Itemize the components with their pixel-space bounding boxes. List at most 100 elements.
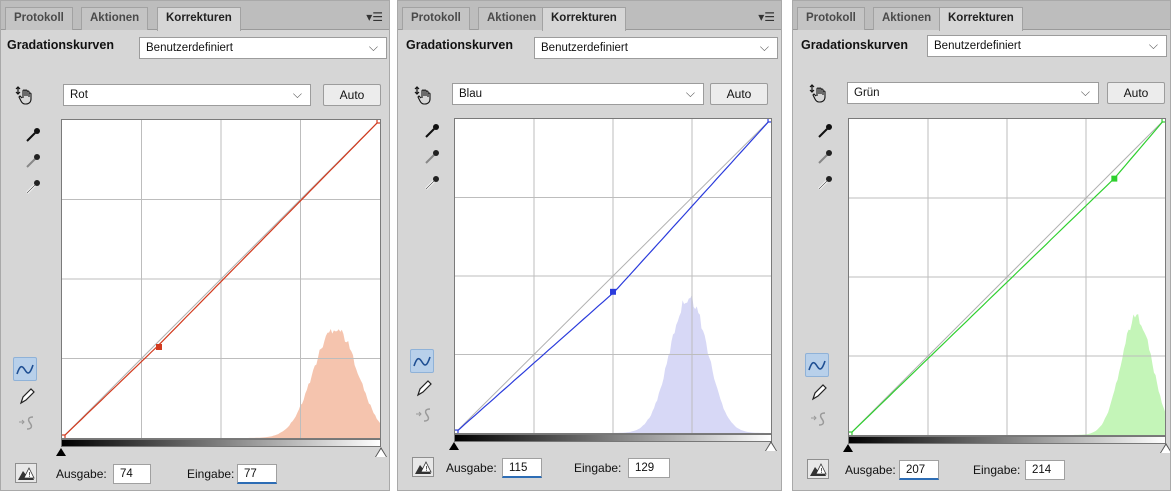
curve-point-tool-icon[interactable] bbox=[13, 357, 37, 381]
channel-value: Grün bbox=[854, 87, 880, 99]
panel-tab-bar: Protokoll Aktionen Korrekturen ▾☰ bbox=[1, 1, 389, 31]
chevron-down-icon: ⌵ bbox=[292, 87, 302, 101]
tab-aktionen[interactable]: Aktionen bbox=[478, 7, 546, 30]
pencil-draw-icon[interactable] bbox=[412, 377, 436, 401]
curve-endpoint-black[interactable] bbox=[849, 431, 853, 435]
input-gradient-bar bbox=[61, 439, 381, 447]
curves-panel-blue: Protokoll Aktionen Korrekturen ▾☰ Gradat… bbox=[397, 0, 782, 491]
black-point-eyedropper-icon[interactable] bbox=[21, 123, 45, 147]
preset-label: Gradationskurven bbox=[406, 38, 513, 52]
curve-control-point[interactable] bbox=[1111, 175, 1118, 182]
preset-select[interactable]: Benutzerdefiniert ⌵ bbox=[534, 37, 778, 59]
tab-korrekturen[interactable]: Korrekturen bbox=[939, 7, 1023, 31]
preset-value: Benutzerdefiniert bbox=[934, 40, 1021, 52]
target-adjust-hand-icon[interactable] bbox=[412, 83, 436, 107]
clipping-warning-icon[interactable]: ! bbox=[412, 457, 434, 477]
curve-control-point[interactable] bbox=[156, 344, 162, 350]
white-point-slider-fill bbox=[1161, 445, 1170, 453]
tab-protokoll[interactable]: Protokoll bbox=[797, 7, 865, 30]
baseline-diagonal bbox=[62, 120, 380, 438]
chevron-down-icon: ⌵ bbox=[1148, 38, 1158, 52]
baseline-diagonal bbox=[455, 119, 771, 433]
input-gradient-bar bbox=[848, 436, 1166, 444]
gray-point-eyedropper-icon[interactable] bbox=[21, 149, 45, 173]
clipping-warning-icon[interactable]: ! bbox=[15, 463, 37, 483]
panel-menu-icon[interactable]: ▾☰ bbox=[366, 10, 383, 24]
black-point-slider[interactable] bbox=[56, 448, 66, 456]
curve-graph[interactable] bbox=[848, 118, 1166, 436]
tab-aktionen[interactable]: Aktionen bbox=[873, 7, 941, 30]
preset-select[interactable]: Benutzerdefiniert ⌵ bbox=[927, 35, 1167, 57]
channel-select[interactable]: Blau ⌵ bbox=[452, 83, 704, 105]
preset-label: Gradationskurven bbox=[801, 38, 908, 52]
chevron-down-icon: ⌵ bbox=[759, 40, 769, 54]
curve-point-tool-icon[interactable] bbox=[410, 349, 434, 373]
pencil-draw-icon[interactable] bbox=[807, 381, 831, 405]
input-label: Eingabe: bbox=[187, 467, 235, 481]
output-label: Ausgabe: bbox=[446, 461, 497, 475]
input-field[interactable]: 214 bbox=[1025, 460, 1065, 480]
gray-point-eyedropper-icon[interactable] bbox=[420, 145, 444, 169]
curve-graph[interactable] bbox=[454, 118, 772, 434]
preset-value: Benutzerdefiniert bbox=[541, 42, 628, 54]
curve-control-point[interactable] bbox=[610, 288, 616, 295]
preset-value: Benutzerdefiniert bbox=[146, 42, 233, 54]
curve-graph-svg[interactable] bbox=[62, 120, 380, 438]
curve-endpoint-white[interactable] bbox=[767, 119, 771, 123]
black-point-eyedropper-icon[interactable] bbox=[813, 119, 837, 143]
tab-aktionen[interactable]: Aktionen bbox=[81, 7, 149, 30]
white-point-eyedropper-icon[interactable] bbox=[21, 175, 45, 199]
output-field[interactable]: 207 bbox=[899, 460, 939, 480]
target-adjust-hand-icon[interactable] bbox=[13, 83, 37, 107]
histogram bbox=[849, 314, 1165, 435]
pencil-draw-icon[interactable] bbox=[15, 385, 39, 409]
white-point-slider-fill bbox=[766, 443, 776, 451]
black-point-slider[interactable] bbox=[449, 442, 459, 450]
svg-text:!: ! bbox=[820, 467, 823, 475]
auto-button[interactable]: Auto bbox=[1107, 82, 1165, 104]
curve-graph[interactable] bbox=[61, 119, 381, 439]
target-adjust-hand-icon[interactable] bbox=[807, 81, 831, 105]
black-point-slider[interactable] bbox=[843, 444, 853, 452]
panel-tab-bar: Protokoll Aktionen Korrekturen ▾☰ bbox=[398, 1, 781, 31]
output-field[interactable]: 115 bbox=[502, 458, 542, 478]
auto-button[interactable]: Auto bbox=[710, 83, 768, 105]
panel-menu-icon[interactable]: ▾☰ bbox=[758, 10, 775, 24]
chevron-down-icon: ⌵ bbox=[1080, 85, 1090, 99]
curve-endpoint-black[interactable] bbox=[62, 434, 66, 438]
curve-endpoint-white[interactable] bbox=[376, 120, 380, 124]
channel-select[interactable]: Rot ⌵ bbox=[63, 84, 311, 106]
channel-select[interactable]: Grün ⌵ bbox=[847, 82, 1099, 104]
tab-protokoll[interactable]: Protokoll bbox=[402, 7, 470, 30]
output-field[interactable]: 74 bbox=[113, 464, 151, 484]
smooth-curve-icon bbox=[807, 407, 831, 431]
output-label: Ausgabe: bbox=[56, 467, 107, 481]
smooth-curve-icon bbox=[15, 411, 39, 435]
curves-panel-green: Protokoll Aktionen Korrekturen Gradation… bbox=[792, 0, 1171, 491]
gray-point-eyedropper-icon[interactable] bbox=[813, 145, 837, 169]
curve-graph-svg[interactable] bbox=[849, 119, 1165, 435]
preset-select[interactable]: Benutzerdefiniert ⌵ bbox=[139, 37, 387, 59]
tab-korrekturen[interactable]: Korrekturen bbox=[542, 7, 626, 31]
auto-button[interactable]: Auto bbox=[323, 84, 381, 106]
output-label: Ausgabe: bbox=[845, 463, 896, 477]
curve-endpoint-black[interactable] bbox=[455, 429, 459, 433]
input-label: Eingabe: bbox=[973, 463, 1021, 477]
clipping-warning-icon[interactable]: ! bbox=[807, 459, 829, 479]
curve-endpoint-white[interactable] bbox=[1161, 119, 1165, 123]
smooth-curve-icon bbox=[412, 403, 436, 427]
white-point-eyedropper-icon[interactable] bbox=[420, 171, 444, 195]
input-gradient-bar bbox=[454, 434, 772, 442]
tab-protokoll[interactable]: Protokoll bbox=[5, 7, 73, 30]
white-point-eyedropper-icon[interactable] bbox=[813, 171, 837, 195]
curve-graph-svg[interactable] bbox=[455, 119, 771, 433]
tab-korrekturen[interactable]: Korrekturen bbox=[157, 7, 241, 31]
input-field[interactable]: 129 bbox=[628, 458, 670, 478]
svg-text:!: ! bbox=[28, 471, 31, 479]
curves-panel-red: Protokoll Aktionen Korrekturen ▾☰ Gradat… bbox=[0, 0, 390, 491]
tone-curve[interactable] bbox=[62, 120, 380, 438]
input-field[interactable]: 77 bbox=[237, 464, 277, 484]
black-point-eyedropper-icon[interactable] bbox=[420, 119, 444, 143]
curve-point-tool-icon[interactable] bbox=[805, 353, 829, 377]
channel-value: Blau bbox=[459, 88, 483, 100]
